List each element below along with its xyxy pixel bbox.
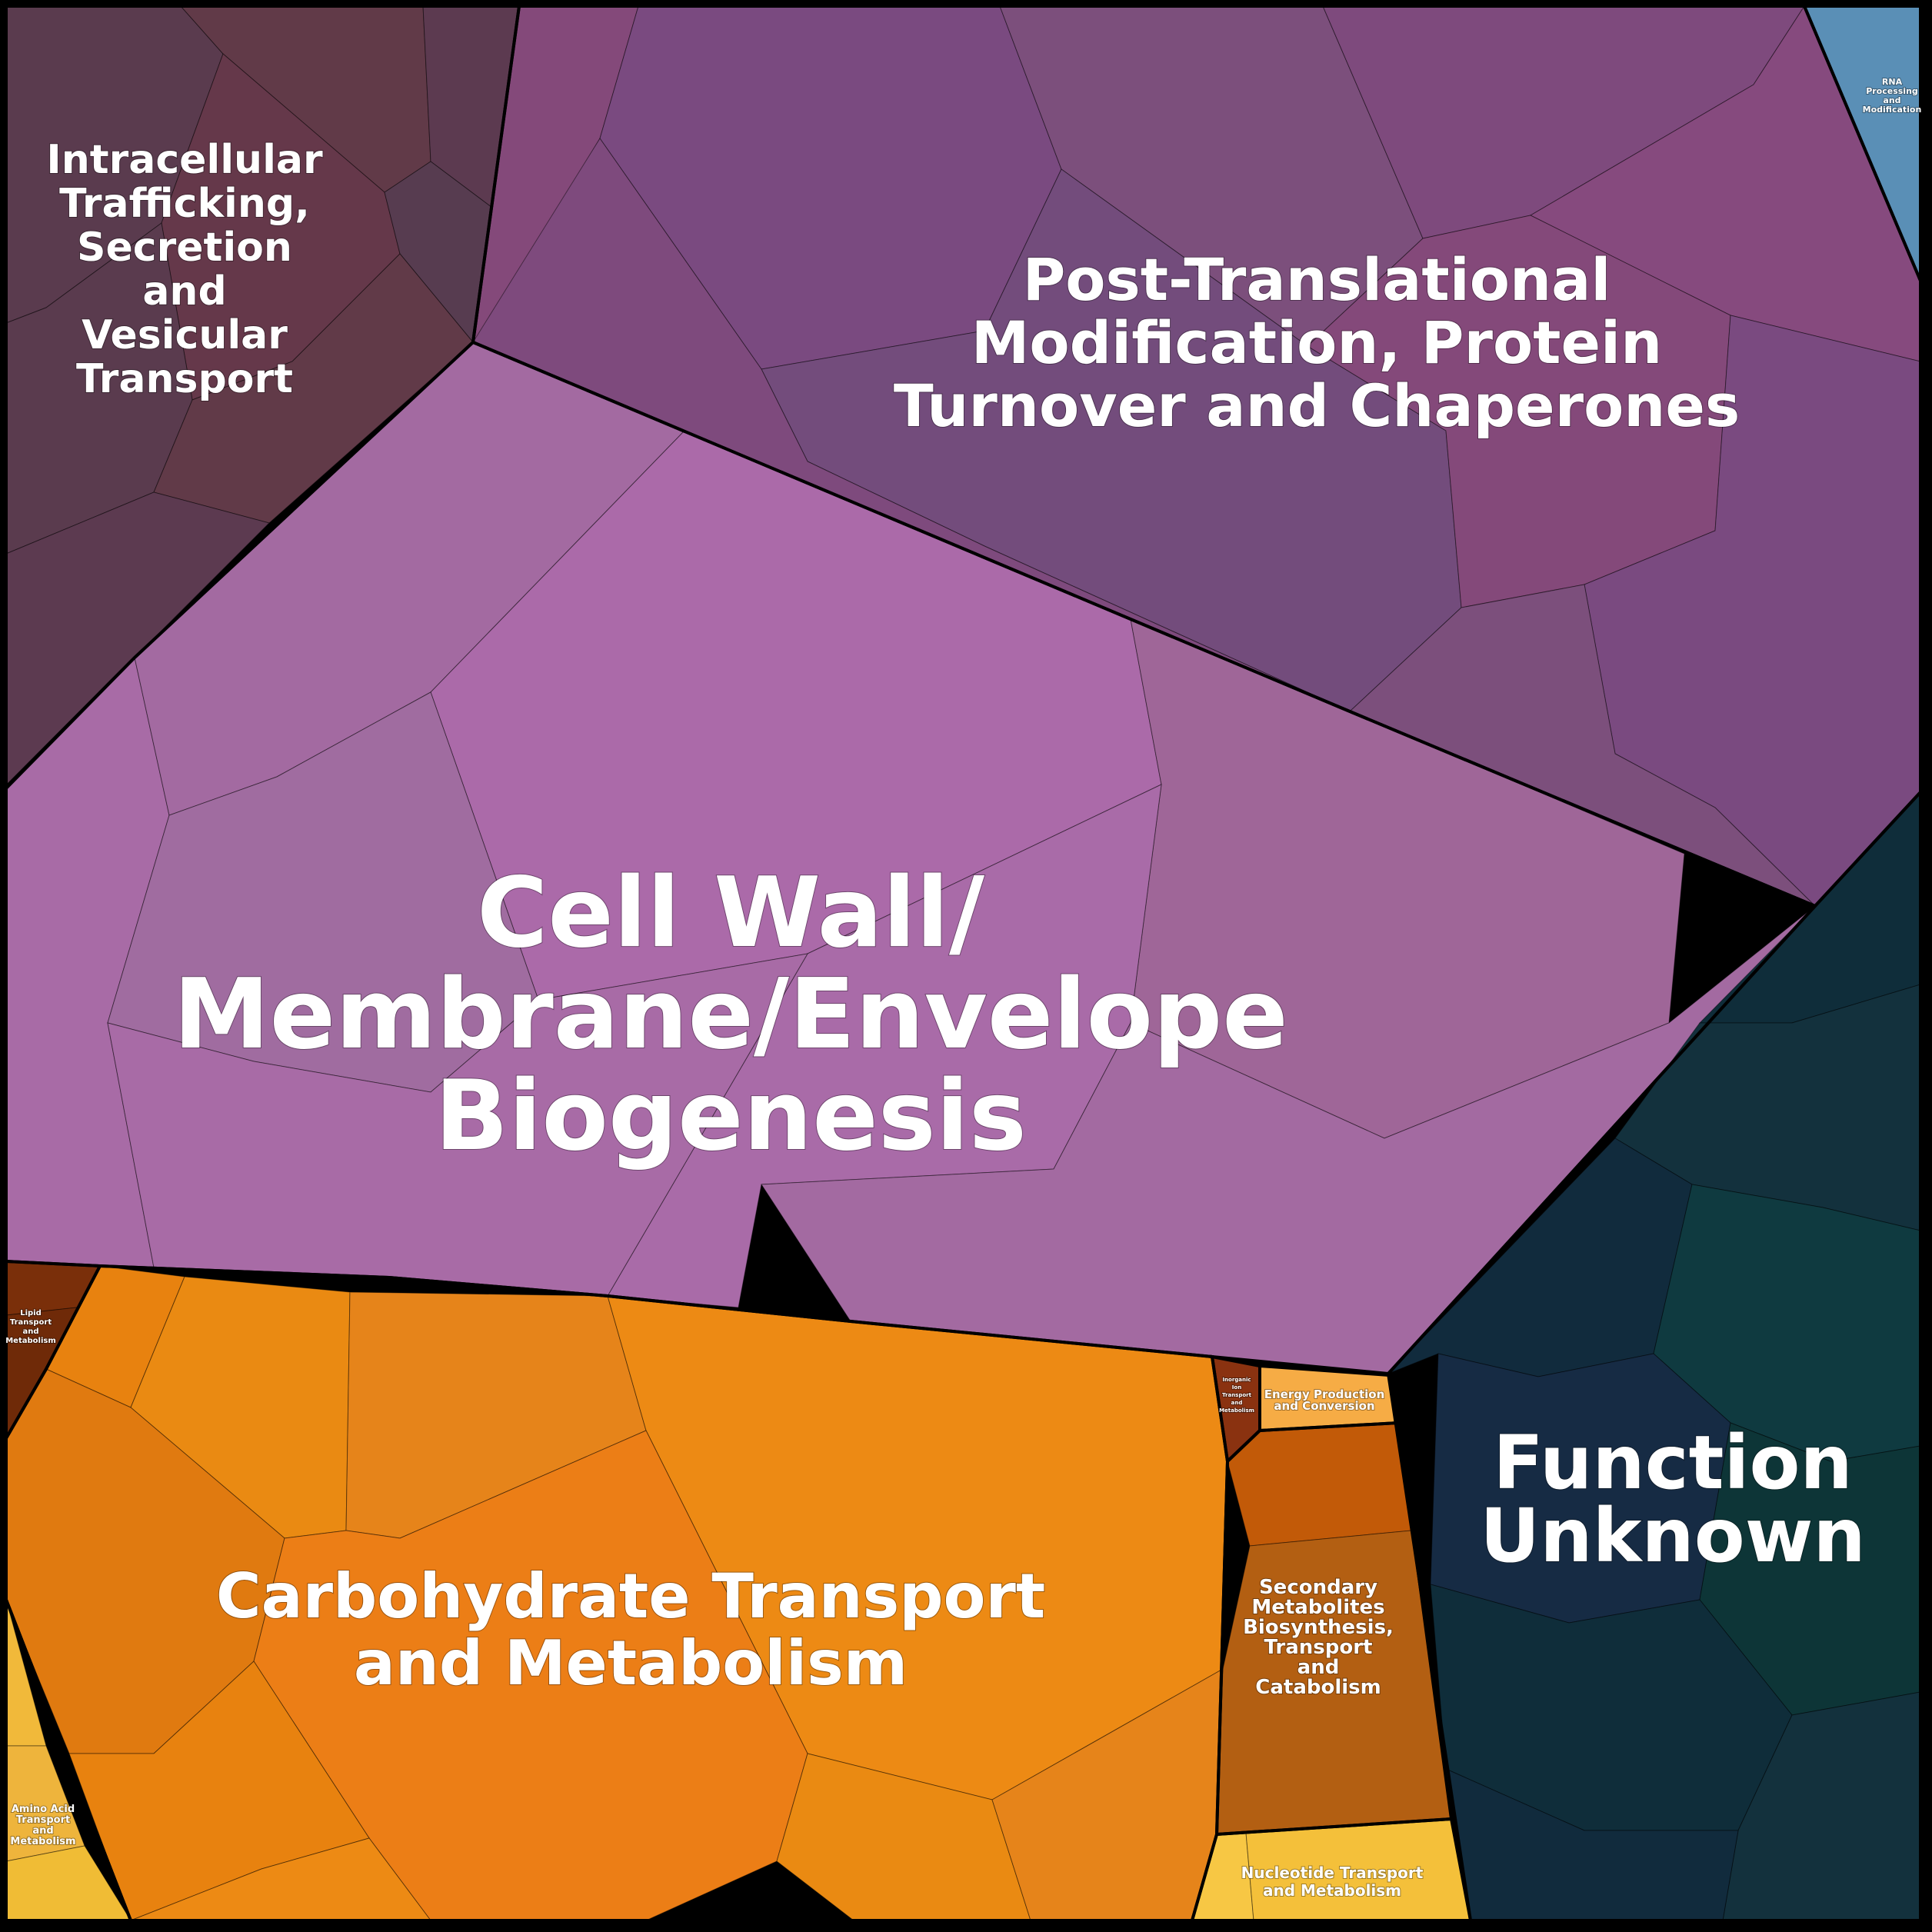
post-translational-label-line: Turnover and Chaperones bbox=[894, 371, 1740, 440]
secondary-metabolites-label-line: Metabolites bbox=[1251, 1596, 1384, 1619]
secondary-metabolites-cell bbox=[1227, 1422, 1412, 1547]
rna-label: RNA Processing and Modification bbox=[1863, 77, 1922, 115]
inorganic-ion-label: Inorganic Ion Transport and Metabolism bbox=[1219, 1377, 1254, 1414]
amino-acid-label: Amino Acid Transport and Metabolism bbox=[10, 1804, 75, 1847]
amino-acid-label-line: and bbox=[32, 1825, 53, 1837]
nucleotide-label-line: Nucleotide Transport bbox=[1241, 1864, 1424, 1882]
rna-label-line: RNA bbox=[1882, 77, 1903, 87]
lipid-label-line: Transport bbox=[10, 1318, 52, 1327]
lipid-label-line: and bbox=[22, 1327, 38, 1336]
secondary-metabolites-label-line: and bbox=[1297, 1656, 1340, 1679]
nucleotide-region bbox=[1190, 1817, 1473, 1922]
secondary-metabolites-label-line: Biosynthesis, bbox=[1243, 1616, 1394, 1639]
rna-label-line: and bbox=[1883, 95, 1900, 105]
carbohydrate-label: Carbohydrate Transport and Metabolism bbox=[216, 1561, 1045, 1699]
function-unknown-label-line: Unknown bbox=[1480, 1493, 1865, 1579]
cell-wall-label-line: Cell Wall/ bbox=[477, 856, 985, 969]
energy-label: Energy Production and Conversion bbox=[1264, 1387, 1385, 1413]
inorganic-ion-label-line: Metabolism bbox=[1219, 1407, 1254, 1414]
inorganic-ion-region bbox=[1210, 1354, 1261, 1465]
post-translational-label-line: Modification, Protein bbox=[971, 308, 1662, 377]
carbohydrate-label-line: and Metabolism bbox=[354, 1627, 908, 1699]
function-unknown-label: Function Unknown bbox=[1480, 1420, 1865, 1579]
inorganic-ion-label-line: Inorganic bbox=[1222, 1377, 1251, 1383]
function-unknown-label-line: Function bbox=[1493, 1420, 1852, 1506]
intracellular-label-line: Transport bbox=[76, 356, 293, 402]
intracellular-label-line: Intracellular bbox=[46, 137, 323, 183]
rna-label-line: Modification bbox=[1863, 105, 1922, 115]
lipid-label-line: Lipid bbox=[20, 1309, 42, 1317]
rna-label-line: Processing bbox=[1866, 86, 1918, 96]
labels-layer: Cell Wall/Membrane/Envelope Biogenesis Pos… bbox=[5, 76, 1922, 1900]
inorganic-ion-label-line: Transport bbox=[1222, 1392, 1252, 1398]
nucleotide-label-line: and Metabolism bbox=[1263, 1881, 1401, 1900]
cell-wall-label: Cell Wall/Membrane/Envelope Biogenesis bbox=[173, 856, 1287, 1172]
lipid-label-line: Metabolism bbox=[5, 1337, 56, 1345]
inorganic-ion-label-line: Ion bbox=[1232, 1384, 1241, 1391]
nucleotide-label: Nucleotide Transport and Metabolism bbox=[1241, 1864, 1424, 1900]
intracellular-label-line: Vesicular bbox=[82, 312, 288, 358]
cell-wall-label-line: Membrane/Envelope bbox=[173, 958, 1287, 1071]
amino-acid-label-line: Amino Acid bbox=[12, 1804, 75, 1815]
intracellular-label-line: and bbox=[142, 268, 226, 315]
secondary-metabolites-label-line: Secondary bbox=[1259, 1576, 1377, 1599]
post-translational-label: Post-Translational Modification, Protein T… bbox=[894, 245, 1740, 440]
lipid-label: Lipid Transport and Metabolism bbox=[5, 1309, 56, 1345]
carbohydrate-label-line: Carbohydrate Transport bbox=[216, 1561, 1045, 1632]
inorganic-ion-label-line: and bbox=[1231, 1400, 1243, 1406]
energy-label-line: and Conversion bbox=[1274, 1399, 1374, 1413]
secondary-metabolites-label-line: Transport bbox=[1264, 1636, 1373, 1659]
secondary-metabolites-label-line: Catabolism bbox=[1255, 1676, 1381, 1699]
secondary-metabolites-label: Secondary Metabolites Biosynthesis, Transpo… bbox=[1243, 1576, 1394, 1699]
energy-label-line: Energy Production bbox=[1264, 1387, 1385, 1401]
cells-layer bbox=[5, 5, 1921, 1921]
post-translational-label-line: Post-Translational bbox=[1023, 245, 1611, 314]
intracellular-label: Intracellular Trafficking, Secretion and Ves… bbox=[46, 137, 323, 402]
intracellular-label-line: Secretion bbox=[77, 225, 292, 271]
cell-wall-label-line: Biogenesis bbox=[435, 1059, 1027, 1172]
amino-acid-label-line: Metabolism bbox=[10, 1836, 75, 1847]
amino-acid-label-line: Transport bbox=[16, 1814, 70, 1826]
intracellular-label-line: Trafficking, bbox=[59, 181, 310, 227]
